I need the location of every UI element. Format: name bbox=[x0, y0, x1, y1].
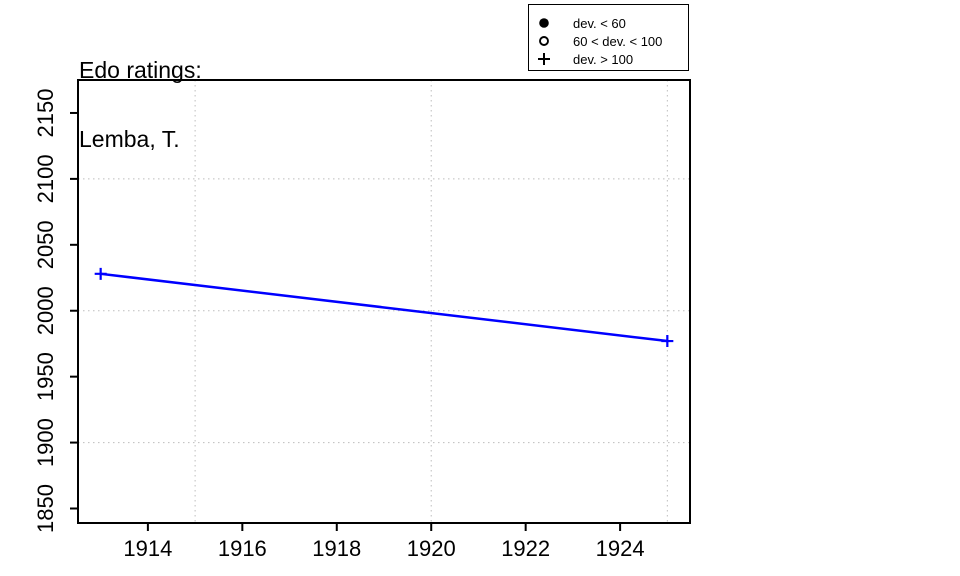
filled-circle-icon bbox=[537, 16, 551, 30]
chart-title-line2: Lemba, T. bbox=[79, 126, 180, 152]
y-axis-tick-label: 2150 bbox=[33, 88, 58, 137]
legend: dev. < 60 60 < dev. < 100 dev. > 100 bbox=[528, 4, 689, 71]
x-axis-tick-label: 1920 bbox=[407, 536, 456, 561]
legend-item: dev. > 100 bbox=[537, 50, 688, 68]
plus-icon bbox=[537, 52, 551, 66]
legend-item: 60 < dev. < 100 bbox=[537, 32, 688, 50]
y-axis-tick-label: 1850 bbox=[33, 484, 58, 533]
data-point-marker bbox=[661, 335, 674, 348]
y-axis-tick-label: 2100 bbox=[33, 154, 58, 203]
legend-item: dev. < 60 bbox=[537, 14, 688, 32]
x-axis-tick-label: 1916 bbox=[218, 536, 267, 561]
x-axis-tick-label: 1924 bbox=[596, 536, 645, 561]
y-axis-tick-label: 2000 bbox=[33, 286, 58, 335]
chart-title: Edo ratings: Lemba, T. bbox=[79, 13, 202, 197]
plot-frame bbox=[77, 79, 691, 524]
x-axis-tick-label: 1918 bbox=[312, 536, 361, 561]
chart-title-line1: Edo ratings: bbox=[79, 57, 202, 83]
y-axis-tick-label: 1950 bbox=[33, 352, 58, 401]
rating-line bbox=[100, 272, 668, 343]
x-axis-tick-label: 1922 bbox=[501, 536, 550, 561]
legend-item-label: dev. < 60 bbox=[573, 15, 626, 31]
legend-item-label: dev. > 100 bbox=[573, 51, 634, 67]
y-axis-tick-label: 1900 bbox=[33, 418, 58, 467]
x-axis-tick-label: 1914 bbox=[123, 536, 172, 561]
legend-item-label: 60 < dev. < 100 bbox=[573, 33, 663, 49]
open-circle-icon bbox=[537, 34, 551, 48]
y-axis-tick-label: 2050 bbox=[33, 220, 58, 269]
data-point-marker bbox=[94, 267, 107, 280]
